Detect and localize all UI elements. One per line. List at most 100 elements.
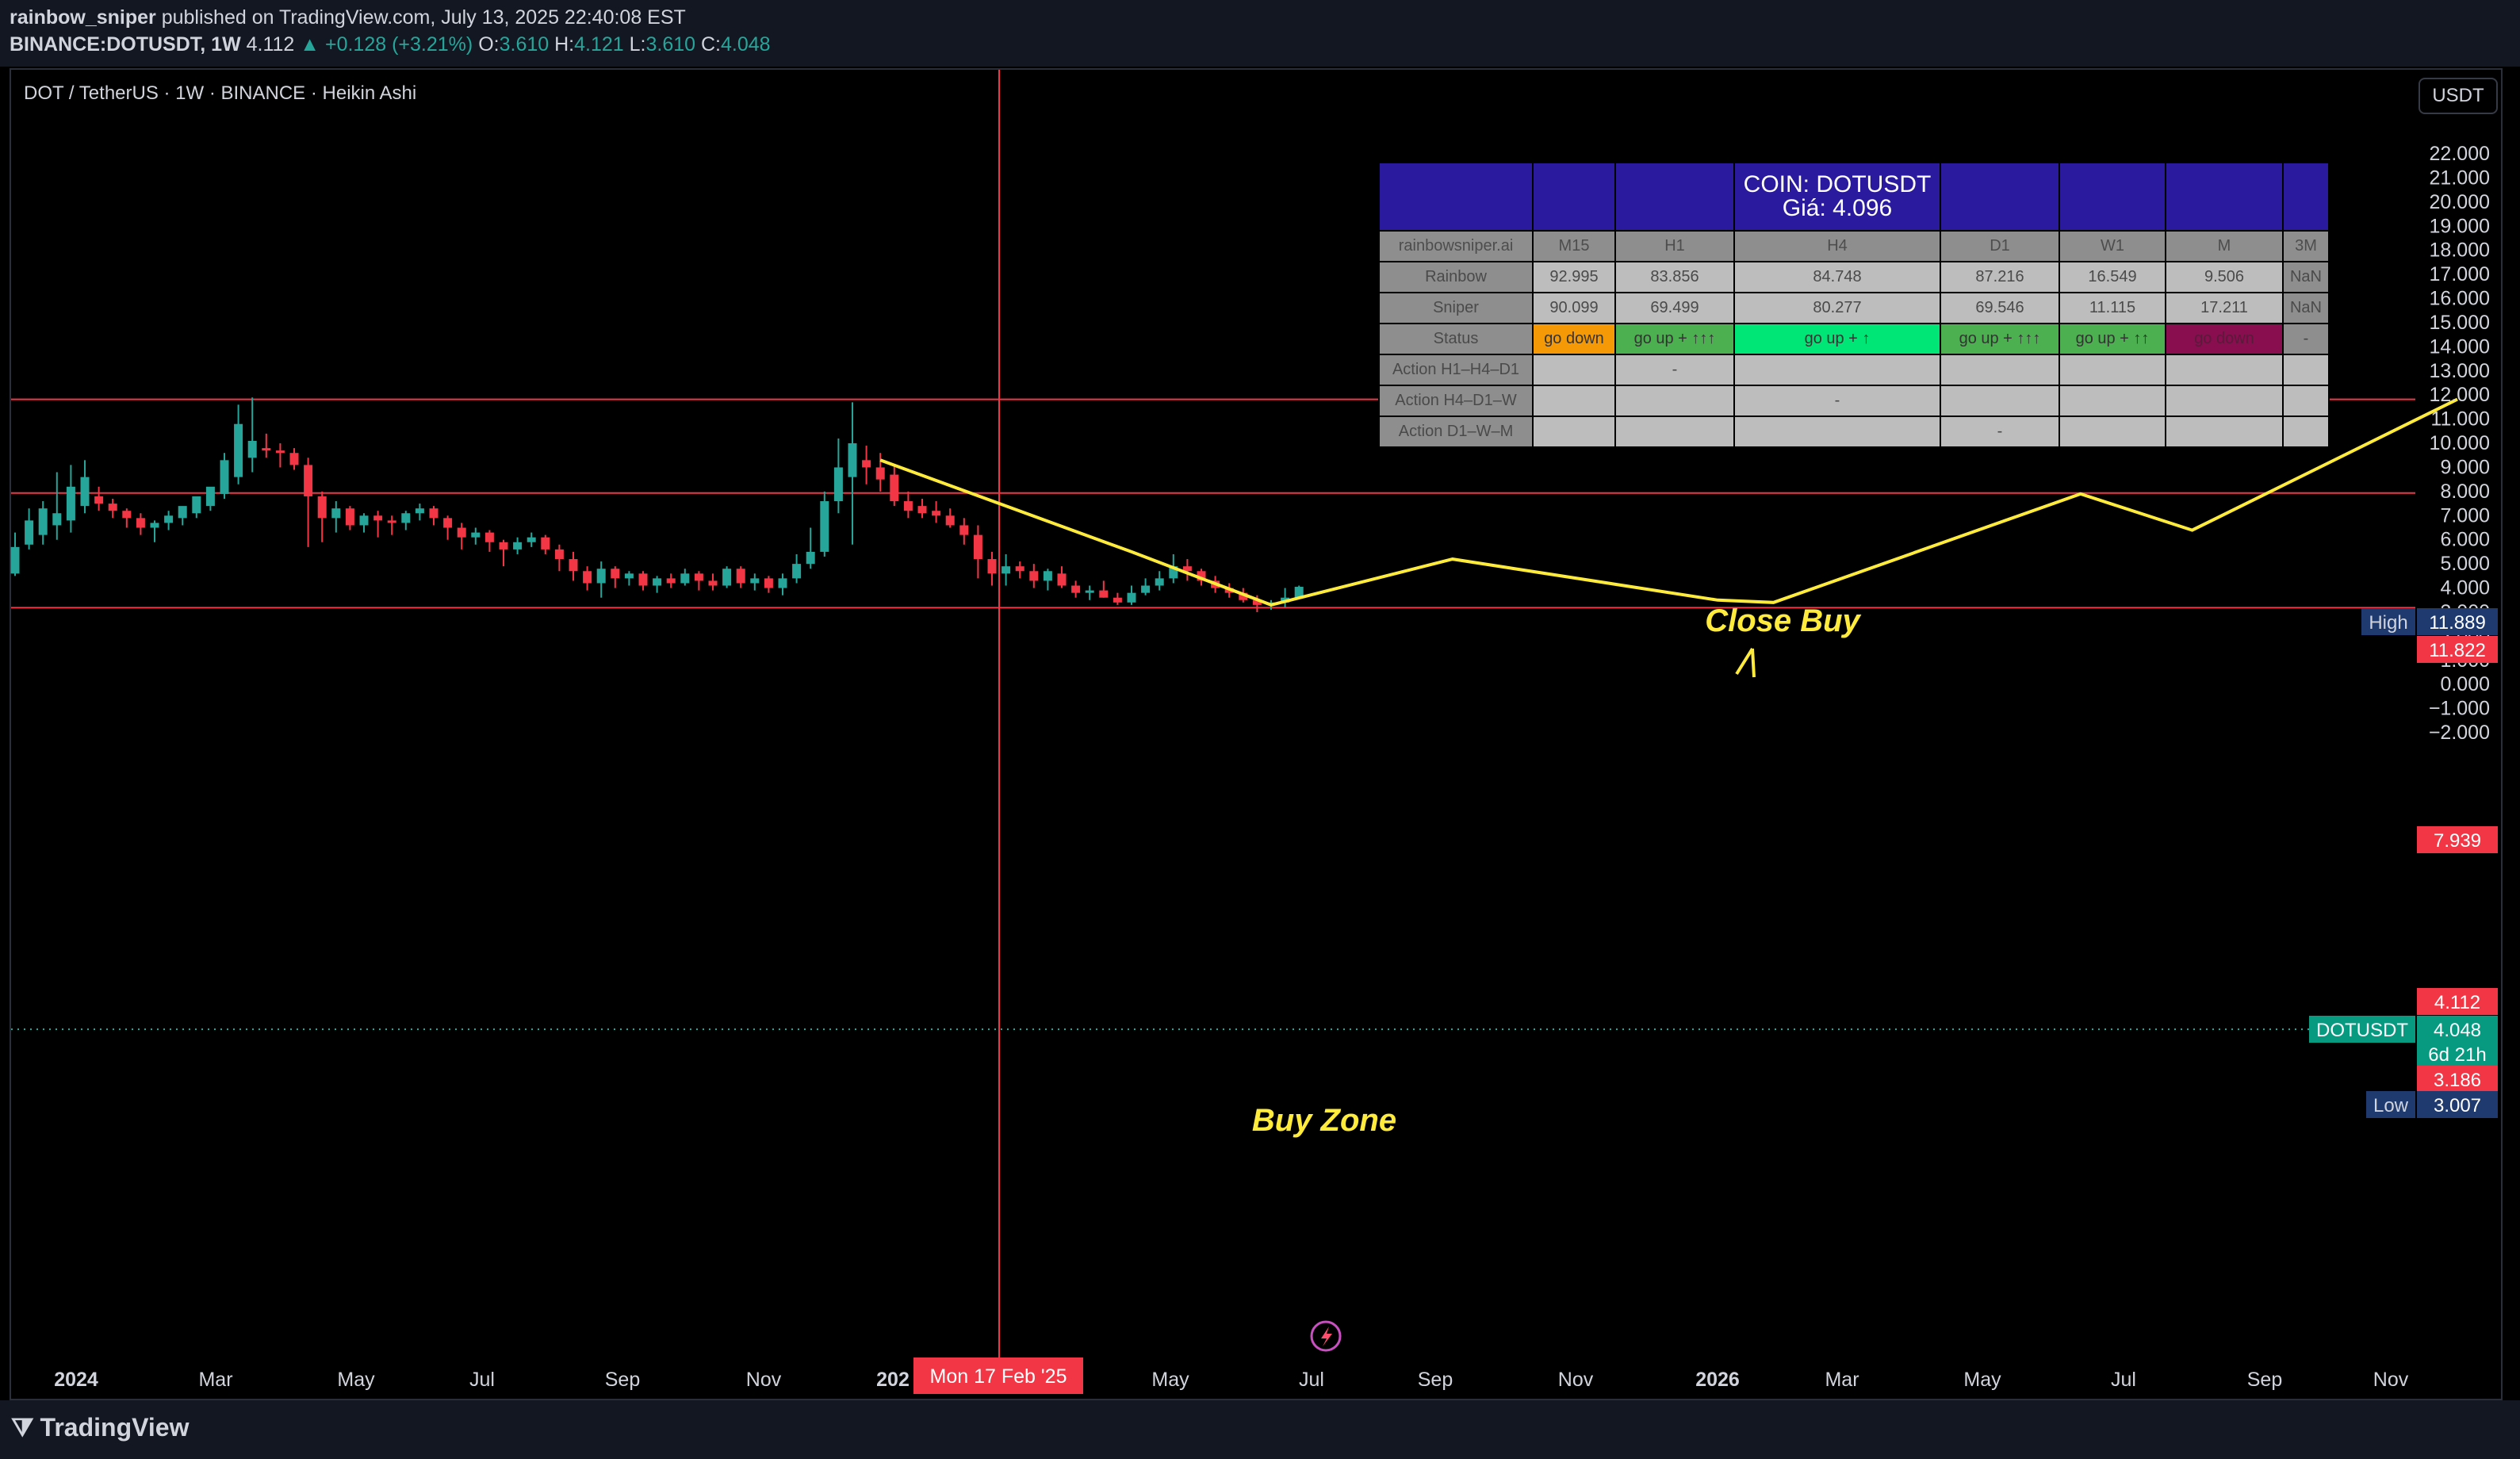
- candle[interactable]: [80, 460, 90, 514]
- candle[interactable]: [666, 573, 676, 588]
- candle[interactable]: [234, 404, 243, 484]
- candle[interactable]: [471, 527, 481, 545]
- candle[interactable]: [304, 458, 313, 547]
- candle[interactable]: [1057, 566, 1067, 588]
- candle[interactable]: [513, 537, 523, 554]
- change-value: ▲ +0.128 (+3.21%): [300, 33, 473, 56]
- candle[interactable]: [806, 527, 815, 569]
- high-value-tag: 11.889: [2429, 612, 2486, 634]
- candle[interactable]: [429, 506, 439, 526]
- candle[interactable]: [624, 571, 634, 586]
- candle[interactable]: [220, 453, 229, 500]
- candle[interactable]: [1071, 580, 1081, 598]
- candle[interactable]: [708, 573, 718, 591]
- candle[interactable]: [778, 573, 787, 595]
- candle[interactable]: [680, 569, 690, 586]
- candle[interactable]: [331, 501, 341, 533]
- candle[interactable]: [1113, 592, 1122, 605]
- candle[interactable]: [164, 511, 174, 530]
- candle[interactable]: [1182, 559, 1192, 581]
- candle[interactable]: [820, 491, 829, 557]
- candle[interactable]: [443, 515, 453, 540]
- candle[interactable]: [387, 515, 396, 535]
- candle[interactable]: [596, 561, 606, 598]
- time-axis[interactable]: 2024 Mar May Jul Sep Nov 202 May Jul Sep Nov 2026 Ma…: [54, 1369, 2409, 1391]
- candle[interactable]: [541, 534, 550, 554]
- candle[interactable]: [66, 465, 75, 533]
- candle[interactable]: [638, 571, 648, 591]
- candle[interactable]: [373, 511, 383, 538]
- candle[interactable]: [1099, 580, 1109, 598]
- candle[interactable]: [694, 571, 703, 591]
- candle[interactable]: [38, 501, 48, 545]
- candle[interactable]: [401, 511, 411, 530]
- candle[interactable]: [833, 438, 843, 514]
- candle[interactable]: [415, 504, 424, 521]
- candle[interactable]: [653, 576, 662, 593]
- candle[interactable]: [345, 506, 354, 530]
- candle[interactable]: [262, 433, 271, 458]
- price-tick-label: 9.000: [2440, 456, 2490, 478]
- lightning-icon[interactable]: [1310, 1320, 1342, 1352]
- candle[interactable]: [94, 486, 104, 511]
- candle[interactable]: [1085, 585, 1094, 600]
- time-tick-label: Mar: [198, 1369, 232, 1391]
- candle[interactable]: [875, 453, 885, 492]
- candle[interactable]: [1155, 571, 1164, 591]
- candle[interactable]: [289, 448, 299, 470]
- candle[interactable]: [359, 513, 369, 533]
- candle[interactable]: [150, 520, 159, 542]
- time-tick-label: May: [337, 1369, 375, 1391]
- candle[interactable]: [275, 443, 285, 468]
- candle[interactable]: [499, 539, 508, 567]
- candle[interactable]: [1029, 564, 1039, 588]
- candle[interactable]: [611, 566, 620, 588]
- candle[interactable]: [736, 566, 745, 588]
- time-tick-label: Sep: [2247, 1369, 2282, 1391]
- candle[interactable]: [484, 530, 494, 552]
- candle[interactable]: [1141, 578, 1151, 595]
- chart-legend[interactable]: DOT / TetherUS · 1W · BINANCE · Heikin A…: [24, 82, 417, 104]
- candle[interactable]: [205, 486, 215, 511]
- candle[interactable]: [527, 532, 536, 547]
- candle[interactable]: [792, 553, 802, 584]
- candle[interactable]: [25, 508, 34, 550]
- candle[interactable]: [1015, 561, 1024, 579]
- candle[interactable]: [973, 525, 982, 579]
- candle[interactable]: [192, 496, 201, 519]
- candle[interactable]: [108, 499, 117, 519]
- candle[interactable]: [583, 566, 592, 591]
- candle[interactable]: [52, 472, 62, 540]
- candle[interactable]: [917, 499, 927, 519]
- candle[interactable]: [554, 544, 564, 572]
- candle[interactable]: [1281, 588, 1290, 607]
- candle[interactable]: [987, 551, 997, 586]
- candle[interactable]: [862, 446, 871, 484]
- candle[interactable]: [848, 402, 857, 545]
- candle[interactable]: [959, 518, 969, 545]
- candle[interactable]: [136, 513, 145, 535]
- candle[interactable]: [317, 491, 327, 542]
- tradingview-logo[interactable]: ⧩ TradingView: [11, 1413, 189, 1443]
- candle[interactable]: [1127, 585, 1136, 605]
- candle[interactable]: [890, 465, 899, 507]
- candle[interactable]: [764, 576, 773, 593]
- candle[interactable]: [178, 506, 187, 526]
- candle[interactable]: [903, 491, 913, 519]
- candle[interactable]: [247, 397, 257, 473]
- candle[interactable]: [10, 532, 20, 576]
- candle[interactable]: [932, 501, 941, 523]
- candle[interactable]: [457, 523, 466, 550]
- candle[interactable]: [1294, 585, 1304, 598]
- author-name[interactable]: rainbow_sniper: [10, 6, 156, 29]
- candle[interactable]: [1001, 553, 1011, 586]
- candle[interactable]: [750, 573, 760, 591]
- currency-button[interactable]: USDT: [2419, 78, 2498, 114]
- candle[interactable]: [1043, 569, 1052, 591]
- candle[interactable]: [122, 508, 132, 528]
- table-cell: 17.211: [2165, 292, 2284, 324]
- candle[interactable]: [722, 566, 732, 588]
- candle[interactable]: [945, 508, 955, 528]
- candle[interactable]: [569, 551, 578, 581]
